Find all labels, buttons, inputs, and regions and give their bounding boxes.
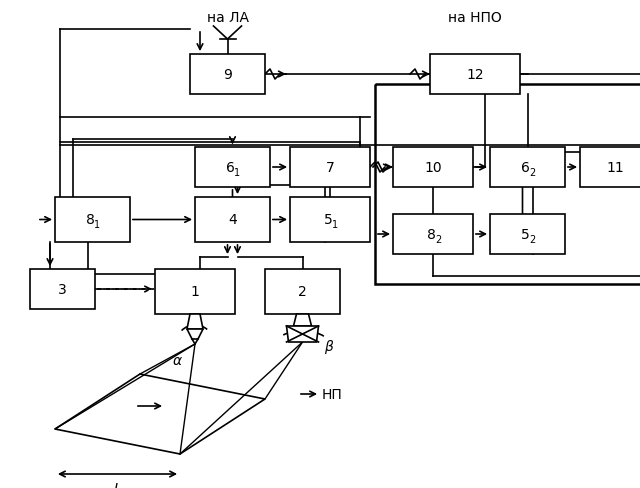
- Bar: [55, 198, 130, 243]
- Text: на НПО: на НПО: [448, 11, 502, 25]
- Text: 8: 8: [86, 213, 95, 227]
- Bar: [490, 148, 565, 187]
- Bar: [430, 55, 520, 95]
- Text: 11: 11: [606, 161, 624, 175]
- Polygon shape: [187, 314, 203, 329]
- Text: 2: 2: [298, 285, 307, 299]
- Bar: [290, 198, 370, 243]
- Text: НП: НП: [322, 387, 343, 401]
- Bar: [265, 269, 340, 314]
- Bar: [195, 198, 270, 243]
- Text: 1: 1: [191, 285, 200, 299]
- Bar: [393, 148, 473, 187]
- Bar: [290, 148, 370, 187]
- Text: 5: 5: [324, 213, 332, 227]
- Text: 9: 9: [223, 68, 232, 82]
- Text: 2: 2: [529, 168, 536, 178]
- Text: 2: 2: [529, 235, 536, 244]
- Bar: [195, 148, 270, 187]
- Bar: [30, 269, 95, 309]
- Text: 10: 10: [424, 161, 442, 175]
- Text: α: α: [173, 353, 182, 367]
- Bar: [155, 269, 235, 314]
- Text: 1: 1: [95, 220, 100, 230]
- Bar: [490, 215, 565, 254]
- Text: 12: 12: [466, 68, 484, 82]
- Text: 7: 7: [326, 161, 334, 175]
- Text: 2: 2: [435, 235, 441, 244]
- Polygon shape: [294, 314, 312, 326]
- Text: 1: 1: [234, 168, 241, 178]
- Text: 3: 3: [58, 283, 67, 296]
- Text: 6: 6: [226, 161, 235, 175]
- Text: L: L: [114, 481, 122, 488]
- Text: β: β: [324, 339, 333, 353]
- Text: 8: 8: [427, 227, 435, 242]
- Bar: [580, 148, 640, 187]
- Text: 1: 1: [332, 220, 338, 230]
- Polygon shape: [187, 329, 203, 339]
- Bar: [393, 215, 473, 254]
- Polygon shape: [287, 326, 319, 342]
- Text: 5: 5: [521, 227, 530, 242]
- Text: на ЛА: на ЛА: [207, 11, 248, 25]
- Bar: [375, 85, 640, 285]
- Text: 4: 4: [228, 213, 237, 227]
- Text: 6: 6: [521, 161, 530, 175]
- Bar: [190, 55, 265, 95]
